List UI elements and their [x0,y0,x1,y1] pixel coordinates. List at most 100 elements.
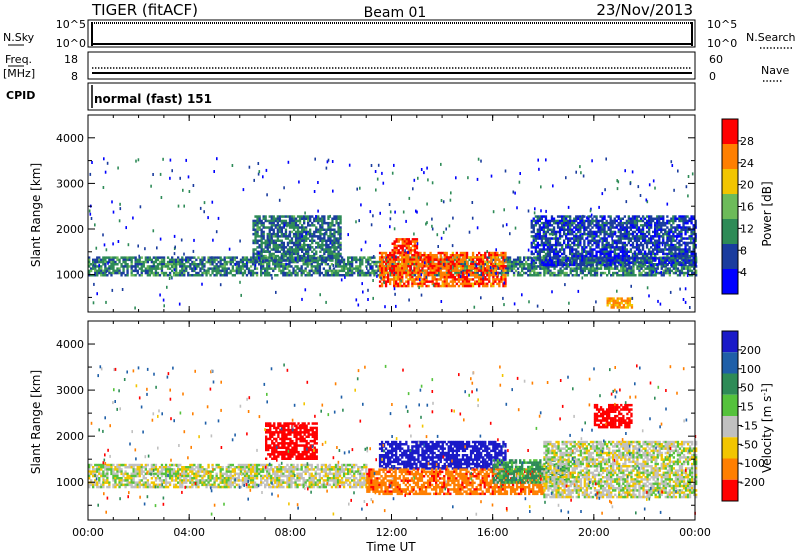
data-cell [274,243,278,247]
data-cell [423,258,426,261]
data-cell [191,256,194,259]
data-cell [605,246,608,249]
data-cell [486,269,489,272]
data-cell [581,237,584,240]
data-cell [342,274,346,277]
data-cell [506,263,510,266]
data-cell [607,259,610,262]
data-cell [309,248,312,251]
data-cell [682,250,685,253]
data-cell [181,271,184,275]
data-cell [688,263,691,267]
data-cell [692,215,695,218]
data-cell [542,221,546,225]
data-cell [575,235,578,238]
data-cell [449,276,453,279]
data-cell [262,248,265,251]
data-cell [88,260,91,264]
data-cell [116,267,119,270]
data-cell [498,282,501,286]
data-cell [148,274,152,277]
data-cell [551,271,554,275]
data-cell [536,230,540,234]
data-cell [162,265,166,268]
data-cell [636,260,639,264]
data-cell [581,246,584,249]
data-cell [304,263,307,266]
data-cell [321,246,324,249]
data-cell [514,263,518,266]
data-cell [417,276,420,279]
data-cell [670,252,673,256]
data-cell [684,248,687,251]
data-cell [378,269,382,272]
data-cell [476,271,479,275]
data-cell [327,248,330,251]
data-cell [686,254,689,258]
data-cell [579,252,582,256]
data-cell [534,250,538,253]
data-cell [573,237,576,240]
data-cell [384,262,388,266]
data-cell [601,215,604,218]
data-cell [130,258,133,262]
data-cell [615,239,618,242]
noise-point [670,160,673,164]
data-cell [423,278,426,281]
data-cell [482,271,485,275]
data-cell [321,237,324,240]
data-cell [641,224,645,227]
data-cell [643,241,647,245]
data-cell [340,260,344,264]
data-cell [686,226,689,229]
noise-point [124,260,126,264]
data-cell [395,262,398,266]
data-cell [480,254,483,257]
data-cell [662,215,665,218]
data-cell [553,265,556,268]
data-cell [678,269,682,273]
noise-point [304,211,306,215]
data-cell [488,254,491,257]
data-cell [548,237,552,240]
data-cell [502,278,505,281]
data-cell [328,267,332,270]
data-cell [474,265,477,268]
data-cell [407,244,411,248]
data-cell [438,274,441,277]
data-cell [175,271,178,275]
data-cell [593,267,597,270]
data-cell [435,262,438,266]
data-cell [533,274,536,277]
data-cell [399,244,402,248]
data-cell [480,282,483,286]
data-cell [373,271,376,275]
data-cell [557,271,560,275]
data-cell [607,241,610,245]
data-cell [327,221,330,225]
data-cell [156,267,160,270]
data-cell [633,254,637,258]
data-cell [648,241,651,245]
data-cell [502,262,505,266]
data-cell [288,271,291,275]
data-cell [641,246,645,249]
data-cell [407,282,410,286]
data-cell [637,243,641,247]
data-cell [378,256,382,259]
data-cell [138,267,141,270]
data-cell [449,271,453,275]
data-cell [674,246,677,249]
data-cell [480,280,483,283]
data-cell [680,230,683,234]
data-cell [328,274,332,277]
data-cell [130,260,133,264]
data-cell [569,263,572,267]
data-cell [552,228,556,231]
data-cell [536,257,540,260]
data-cell [284,235,288,238]
data-cell [445,256,448,259]
data-cell [314,265,317,268]
data-cell [395,282,398,286]
data-cell [627,217,631,220]
